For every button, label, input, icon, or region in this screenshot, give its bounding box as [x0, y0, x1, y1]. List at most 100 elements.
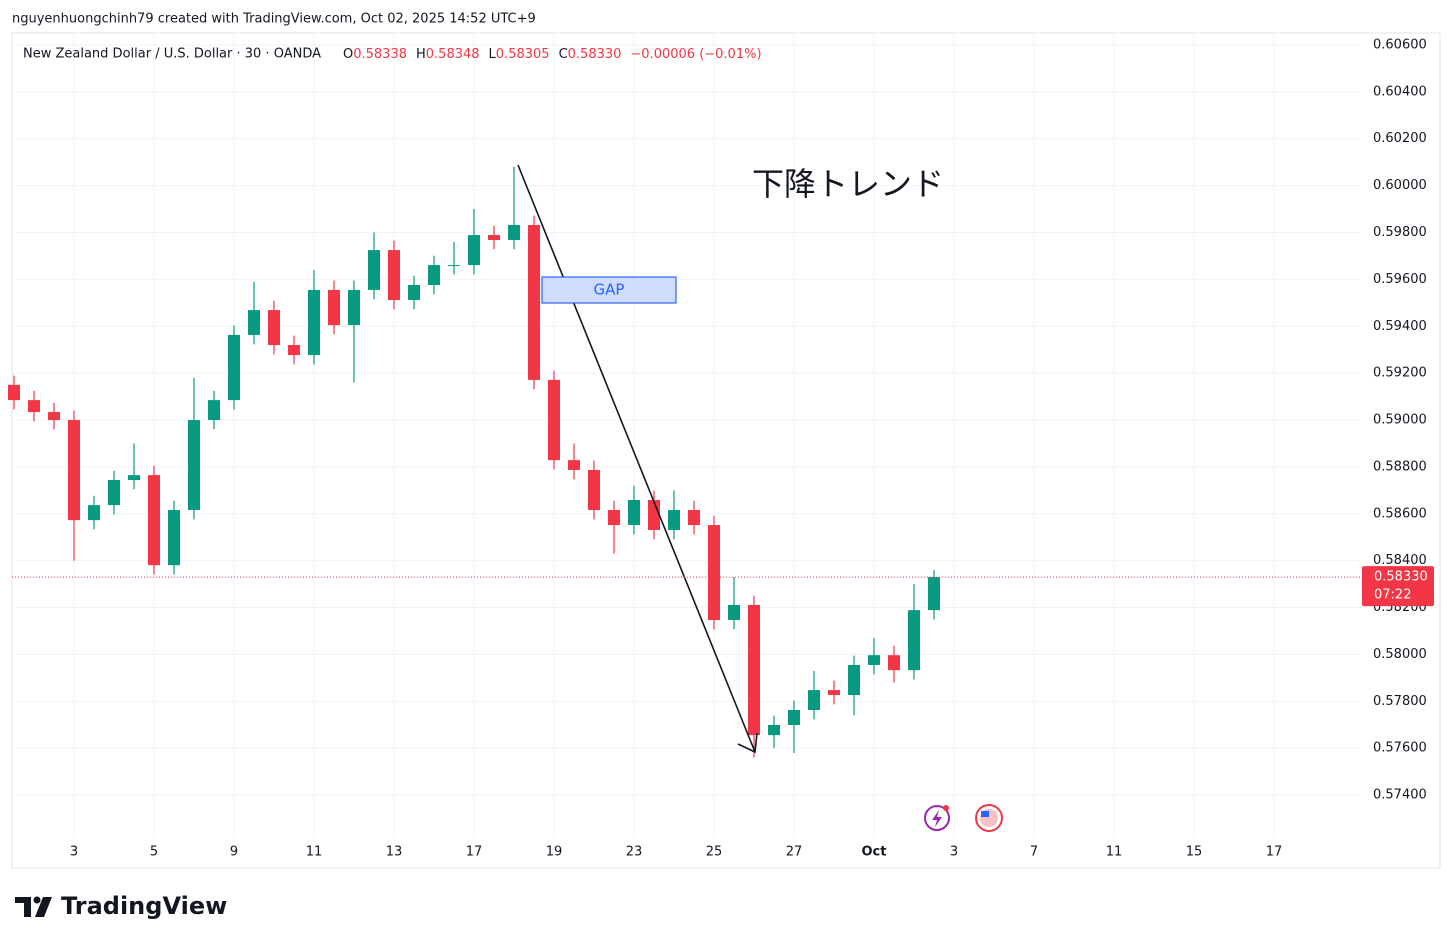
candle-body [848, 664, 860, 695]
y-tick-label: 0.58800 [1373, 459, 1427, 474]
candle-body [668, 510, 680, 530]
candle-body [228, 334, 240, 401]
candle-body [628, 499, 640, 526]
candle-body [728, 604, 740, 620]
x-tick-label: 17 [466, 845, 483, 860]
y-tick-label: 0.60600 [1373, 37, 1427, 52]
candle-body [268, 310, 280, 346]
candle-body [708, 525, 720, 620]
candle-body [248, 310, 260, 335]
candle-body [568, 460, 580, 470]
y-tick-label: 0.59800 [1373, 225, 1427, 240]
candle-body [588, 469, 600, 511]
change: −0.00006 (−0.01%) [630, 47, 761, 62]
candle-body [8, 384, 20, 401]
y-tick-label: 0.59400 [1373, 319, 1427, 334]
chart-title: New Zealand Dollar / U.S. Dollar · 30 · … [23, 47, 321, 62]
candle-body [908, 610, 920, 671]
candle-body [528, 224, 540, 380]
x-tick-label: Oct [862, 845, 887, 860]
candle-body [368, 250, 380, 290]
x-tick-label: 7 [1030, 845, 1038, 860]
us-flag-canton [981, 811, 989, 817]
logo-mark [15, 897, 31, 917]
x-tick-label: 23 [626, 845, 643, 860]
readout-key: L [489, 47, 497, 62]
y-tick-label: 0.60000 [1373, 178, 1427, 193]
event-bolt [932, 810, 942, 827]
candle-body [408, 285, 420, 301]
y-tick-label: 0.59600 [1373, 272, 1427, 287]
x-tick-label: 11 [1106, 845, 1123, 860]
event-dot [943, 805, 949, 811]
brand-name: TradingView [61, 892, 227, 920]
readout-key: C [559, 47, 568, 62]
candle-body [608, 510, 620, 526]
candle-body [768, 725, 780, 736]
candle-body [188, 420, 200, 511]
gap-box [541, 276, 677, 304]
candle-body [548, 379, 560, 461]
candle-body [168, 510, 180, 566]
y-tick-label: 0.60200 [1373, 131, 1427, 146]
readout-value: 0.58348 [426, 47, 480, 62]
y-tick-label: 0.59000 [1373, 413, 1427, 428]
logo-slash [35, 897, 52, 917]
candle-body [88, 505, 100, 521]
y-tick-label: 0.57400 [1373, 788, 1427, 803]
candle-body [348, 289, 360, 326]
x-tick-label: 9 [230, 845, 238, 860]
candle-body [308, 289, 320, 356]
x-tick-label: 15 [1186, 845, 1203, 860]
candle-body [748, 604, 760, 736]
last-price-label: 0.58330 [1374, 570, 1428, 585]
y-tick-label: 0.57600 [1373, 741, 1427, 756]
y-tick-label: 0.58600 [1373, 506, 1427, 521]
candle-body [68, 420, 80, 521]
gap-label: GAP [594, 281, 625, 299]
candle-body [868, 655, 880, 665]
candle-body [208, 400, 220, 421]
x-tick-label: 11 [306, 845, 323, 860]
readout-key: O [343, 47, 353, 62]
candle-body [428, 265, 440, 286]
x-tick-label: 19 [546, 845, 563, 860]
readout-value: 0.58305 [496, 47, 550, 62]
trend-arrow [517, 164, 756, 753]
candle-body [108, 480, 120, 506]
x-tick-label: 25 [706, 845, 723, 860]
ohlc-readout: O0.58338 H0.58348 L0.58305 C0.58330 −0.00006… [343, 47, 762, 62]
y-tick-label: 0.58000 [1373, 647, 1427, 662]
candle-body [28, 400, 40, 413]
grid [12, 33, 1360, 838]
countdown: 07:22 [1374, 588, 1411, 603]
candle-body [688, 510, 700, 526]
candle-body [648, 499, 660, 530]
y-tick-label: 0.59200 [1373, 366, 1427, 381]
credit: nguyenhuongchinh79 created with TradingV… [12, 12, 536, 27]
candle-body [468, 235, 480, 266]
candle-body [48, 412, 60, 421]
arrow-head [737, 732, 758, 754]
candle-body [128, 475, 140, 481]
candle-body [448, 265, 460, 267]
brand-logo[interactable]: TradingView [15, 892, 227, 920]
y-tick-label: 0.58400 [1373, 553, 1427, 568]
candle-body [808, 690, 820, 711]
logo-dot [33, 896, 41, 904]
x-tick-label: 27 [786, 845, 803, 860]
last-price-box [1362, 566, 1434, 607]
x-tick-label: 13 [386, 845, 403, 860]
x-tick-label: 3 [950, 845, 958, 860]
pane-border [11, 32, 1441, 869]
y-tick-label: 0.57800 [1373, 694, 1427, 709]
readout-key: H [416, 47, 426, 62]
candle-body [488, 235, 500, 240]
candle-body [508, 224, 520, 240]
candle-body [788, 710, 800, 726]
candle-body [928, 577, 940, 611]
readout-value: 0.58338 [353, 47, 407, 62]
x-tick-label: 17 [1266, 845, 1283, 860]
